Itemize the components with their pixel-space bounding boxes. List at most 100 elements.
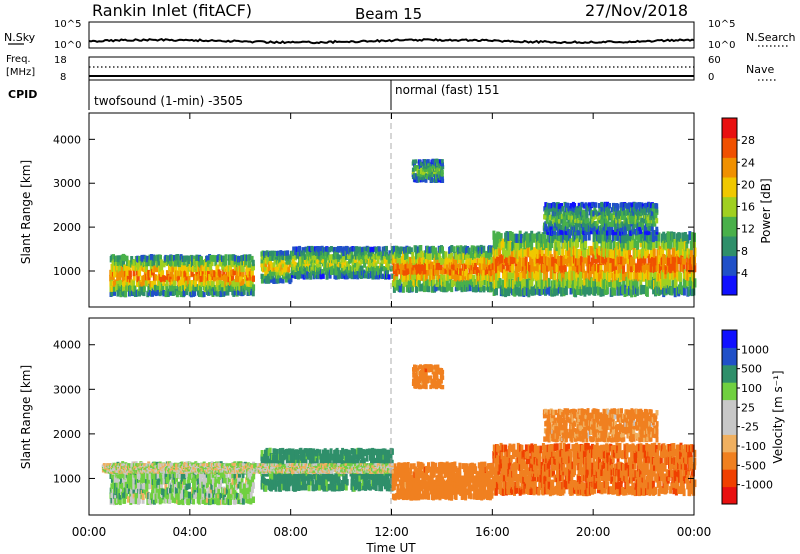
echo-cell: [242, 487, 246, 495]
echo-cell: [214, 259, 218, 267]
echo-cell: [222, 269, 226, 277]
echo-cell: [409, 257, 413, 264]
echo-cell: [132, 487, 136, 494]
echo-cell: [486, 267, 489, 274]
echo-cell: [289, 479, 293, 486]
colorbar-tick-label: 4: [741, 267, 748, 280]
echo-cell: [592, 253, 596, 263]
echo-cell: [113, 271, 117, 278]
echo-cell: [140, 259, 144, 266]
echo-cell: [411, 252, 415, 259]
echo-cell: [426, 279, 430, 287]
echo-cell: [385, 265, 389, 271]
echo-cell: [305, 258, 309, 264]
echo-cell: [377, 254, 381, 260]
echo-cell: [195, 254, 199, 261]
echo-cell: [538, 265, 542, 275]
echo-cell: [278, 448, 282, 455]
echo-cell: [589, 218, 593, 225]
echo-cell: [344, 269, 348, 275]
echo-cell: [639, 228, 643, 234]
echo-cell: [595, 225, 599, 231]
echo-cell: [223, 471, 227, 479]
echo-cell: [465, 269, 468, 277]
echo-cell: [325, 479, 329, 486]
echo-cell: [630, 288, 634, 298]
echo-cell: [416, 167, 420, 172]
echo-cell: [388, 485, 392, 492]
echo-cell: [544, 214, 548, 220]
colorbar-swatch: [722, 216, 737, 237]
echo-cell: [265, 270, 269, 276]
echo-cell: [621, 210, 625, 216]
echo-cell: [621, 221, 625, 227]
echo-cell: [545, 218, 549, 224]
echo-cell: [628, 261, 631, 271]
echo-cell: [630, 218, 634, 225]
echo-cell: [132, 492, 136, 499]
echo-cell: [431, 169, 435, 174]
echo-cell: [547, 211, 551, 217]
echo-cell: [647, 229, 651, 235]
echo-cell: [557, 222, 561, 228]
echo-cell: [623, 210, 627, 216]
echo-cell: [461, 274, 465, 282]
echo-cell: [205, 496, 209, 503]
echo-cell: [683, 249, 687, 259]
echo-cell: [220, 274, 224, 281]
echo-cell: [530, 241, 534, 251]
echo-cell: [518, 277, 522, 287]
echo-cell: [492, 272, 496, 282]
echo-cell: [165, 284, 169, 291]
echo-cell: [476, 279, 480, 287]
echo-cell: [292, 265, 296, 271]
echo-cell: [320, 255, 324, 261]
echo-cell: [609, 240, 613, 250]
echo-cell: [459, 245, 463, 253]
echo-cell: [135, 261, 139, 268]
echo-cell: [662, 231, 666, 241]
echo-cell: [296, 449, 300, 456]
echo-cell: [230, 482, 234, 490]
echo-cell: [483, 257, 487, 265]
echo-cell: [311, 269, 315, 276]
echo-cell: [611, 233, 615, 243]
echo-cell: [192, 481, 195, 488]
echo-cell: [233, 268, 237, 276]
echo-cell: [605, 285, 609, 295]
echo-cell: [621, 202, 625, 208]
echo-cell: [649, 240, 653, 251]
echo-cell: [655, 285, 659, 295]
echo-cell: [182, 289, 186, 297]
echo-cell: [301, 273, 304, 279]
echo-cell: [506, 261, 510, 271]
echo-cell: [251, 476, 255, 483]
echo-cell: [291, 448, 295, 455]
echo-cell: [640, 284, 644, 294]
echo-cell: [572, 206, 576, 213]
echo-cell: [153, 265, 157, 272]
echo-cell: [458, 263, 462, 271]
echo-cell: [506, 278, 510, 288]
echo-cell: [690, 232, 694, 242]
echo-cell: [661, 269, 665, 280]
echo-cell: [146, 255, 150, 263]
echo-cell: [360, 265, 364, 271]
echo-cell: [151, 269, 155, 276]
echo-cell: [365, 448, 369, 456]
echo-cell: [666, 231, 670, 241]
echo-cell: [272, 262, 276, 268]
echo-cell: [241, 265, 245, 273]
echo-cell: [585, 214, 589, 220]
echo-cell: [624, 271, 628, 282]
echo-cell: [386, 269, 389, 275]
echo-cell: [251, 289, 255, 297]
echo-cell: [419, 245, 423, 252]
echo-cell: [596, 253, 600, 263]
echo-cell: [215, 290, 219, 297]
echo-cell: [606, 218, 610, 224]
echo-cell: [530, 277, 534, 287]
echo-cell: [207, 280, 211, 288]
echo-cell: [189, 473, 192, 480]
echo-cell: [124, 481, 128, 489]
